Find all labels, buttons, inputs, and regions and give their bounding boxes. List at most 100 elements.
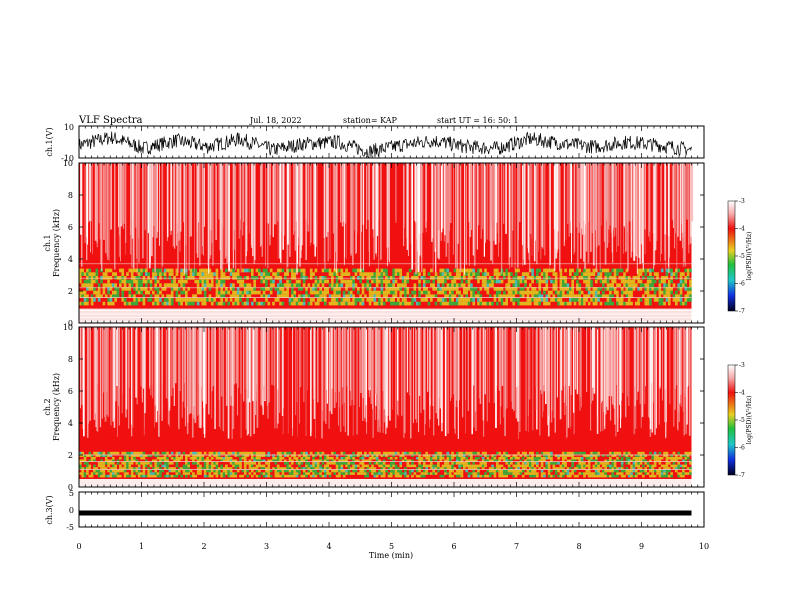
spectrogram-cell — [324, 474, 327, 478]
spectrogram-cell — [100, 454, 103, 457]
spectrogram-cell — [95, 294, 99, 299]
spectrogram-streak — [654, 327, 656, 435]
spectrogram-cell — [314, 287, 318, 291]
spectrogram-cell — [262, 474, 266, 478]
spectrogram-cell — [283, 275, 287, 280]
spectrogram-cell — [152, 474, 155, 478]
spectrogram-cell — [185, 301, 188, 306]
spectrogram-cell — [368, 283, 372, 287]
spectrogram-cell — [594, 451, 598, 455]
spectrogram-cell — [147, 474, 150, 478]
spectrogram-cell — [267, 462, 271, 465]
spectrogram-cell — [488, 275, 492, 280]
spectrogram-streak — [662, 327, 663, 401]
spectrogram-cell — [206, 469, 209, 473]
spectrogram-cell — [630, 474, 633, 478]
spectrogram-cell — [453, 294, 457, 299]
spectrogram-cell — [232, 272, 235, 276]
spectrogram-streak — [266, 163, 268, 223]
spectrogram-cell — [665, 298, 669, 302]
spectrogram-cell — [630, 472, 633, 475]
spectrogram-cell — [498, 467, 501, 470]
spectrogram-streak — [255, 327, 258, 401]
spectrogram-cell — [133, 287, 136, 291]
spectrogram-cell — [199, 287, 202, 291]
spectrogram-cell — [418, 287, 421, 291]
spectrogram-cell — [439, 459, 443, 463]
spectrogram-cell — [354, 467, 358, 470]
spectrogram-cell — [578, 472, 582, 475]
spectrogram-cell — [495, 279, 499, 284]
spectrogram-cell — [305, 454, 308, 457]
spectrogram-cell — [477, 451, 480, 455]
spectrogram-streak — [86, 163, 88, 261]
spectrogram-cell — [637, 459, 640, 463]
spectrogram-streak — [541, 163, 543, 247]
spectrogram-cell — [137, 298, 141, 302]
spectrogram-cell — [359, 279, 362, 284]
spectrogram-cell — [460, 454, 464, 457]
spectrogram-cell — [338, 467, 341, 470]
spectrogram-cell — [246, 474, 249, 478]
spectrogram-cell — [653, 459, 657, 463]
spectrogram-cell — [208, 454, 212, 457]
spectrogram-cell — [399, 268, 403, 273]
spectrogram-cell — [201, 301, 205, 306]
spectrogram-cell — [684, 464, 688, 468]
spectrogram-cell — [561, 456, 565, 460]
spectrogram-cell — [458, 301, 461, 306]
spectrogram-cell — [227, 451, 231, 455]
spectrogram-cell — [248, 467, 252, 470]
spectrogram-cell — [345, 472, 348, 475]
spectrogram-cell — [686, 272, 690, 276]
spectrogram-cell — [182, 272, 186, 276]
spectrogram-streak — [309, 163, 311, 247]
spectrogram-cell — [260, 459, 264, 463]
spectrogram-cell — [163, 462, 167, 465]
spectrogram-streak — [373, 163, 375, 260]
spectrogram-cell — [215, 464, 219, 468]
spectrogram-cell — [293, 469, 297, 473]
spectrogram-cell — [448, 294, 452, 299]
spectrogram-cell — [316, 298, 320, 302]
spectrogram-cell — [366, 275, 370, 280]
spectrogram-cell — [380, 279, 384, 284]
spectrogram-streak — [281, 327, 284, 416]
spectrogram-cell — [488, 283, 492, 287]
spectrogram-cell — [665, 275, 669, 280]
spectrogram-cell — [625, 456, 629, 460]
spectrogram-cell — [326, 268, 330, 273]
spectrogram-streak — [425, 163, 427, 233]
spectrogram-cell — [439, 301, 443, 306]
spectrogram-streak — [161, 163, 163, 272]
spectrogram-cell — [279, 454, 282, 457]
spectrogram-cell — [180, 474, 183, 478]
spectrogram-cell — [670, 474, 673, 478]
spectrogram-cell — [258, 290, 261, 295]
spectrogram-cell — [425, 279, 428, 284]
spectrogram-streak — [489, 163, 492, 229]
spectrogram-streak — [259, 163, 262, 247]
spectrogram-cell — [401, 451, 405, 455]
spectrogram-cell — [394, 272, 398, 276]
spectrogram-streak — [674, 163, 676, 233]
spectrogram-cell — [505, 462, 509, 465]
spectrogram-cell — [170, 287, 174, 291]
spectrogram-streak — [387, 163, 389, 248]
spectrogram-cell — [347, 464, 351, 468]
spectrogram-cell — [601, 290, 605, 295]
spectrogram-cell — [88, 275, 92, 280]
spectrogram-cell — [319, 298, 322, 302]
spectrogram-cell — [328, 467, 332, 470]
spectrogram-cell — [637, 268, 640, 273]
spectrogram-cell — [298, 294, 301, 299]
spectrogram-cell — [679, 272, 683, 276]
spectrogram-cell — [335, 283, 339, 287]
spectrogram-cell — [250, 301, 254, 306]
spectrogram-cell — [262, 287, 266, 291]
spectrogram-cell — [413, 283, 417, 287]
spectrogram-streak — [313, 327, 316, 419]
spectrogram-streak — [220, 163, 222, 270]
spectrogram-cell — [458, 275, 461, 280]
spectrogram-cell — [123, 472, 127, 475]
